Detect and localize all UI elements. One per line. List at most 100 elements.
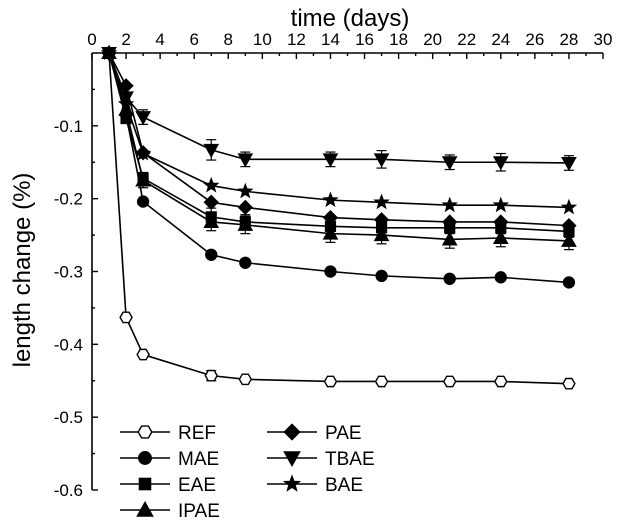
data-point-mae <box>443 272 456 285</box>
x-tick-label: 14 <box>321 30 340 49</box>
legend-label: MAE <box>178 449 219 470</box>
data-point-pae <box>237 199 253 216</box>
legend-item-bae: BAE <box>267 474 363 496</box>
data-point-tbae <box>492 156 509 171</box>
series-mae <box>102 46 576 289</box>
data-point-mae <box>205 248 218 261</box>
x-tick-label: 26 <box>525 30 544 49</box>
data-point-ipae <box>322 225 339 240</box>
legend-label: EAE <box>178 475 216 496</box>
data-point-bae <box>492 196 510 213</box>
legend-marker-bae <box>282 474 302 492</box>
data-point-ipae <box>237 216 254 231</box>
data-point-ref <box>238 373 253 386</box>
series-bae <box>100 44 578 215</box>
y-axis-title: length change (%) <box>9 173 36 368</box>
x-tick-label: 28 <box>559 30 578 49</box>
legend-label: REF <box>178 423 216 444</box>
data-point-mae <box>239 256 252 269</box>
data-point-bae <box>100 44 118 61</box>
data-point-ipae <box>492 229 509 245</box>
data-point-ref <box>374 375 389 388</box>
data-point-tbae <box>135 111 151 126</box>
series-line-mae <box>108 52 569 284</box>
data-point-mae <box>562 276 576 289</box>
y-tick-label: -0.2 <box>54 190 83 209</box>
legend-item-pae: PAE <box>267 423 362 444</box>
data-point-pae <box>493 214 509 230</box>
legend-marker-pae <box>283 423 301 441</box>
data-point-ref <box>323 375 338 388</box>
data-point-bae <box>322 191 339 208</box>
data-point-bae <box>134 144 152 161</box>
data-point-bae <box>237 182 254 199</box>
data-point-ref <box>119 311 133 324</box>
data-point-pae <box>322 209 339 226</box>
data-point-ipae <box>561 232 577 247</box>
data-point-bae <box>117 95 135 111</box>
data-point-mae <box>324 265 337 278</box>
data-point-mae <box>136 195 150 208</box>
y-tick-label: -0.4 <box>54 335 83 354</box>
legend-marker-ref <box>137 425 153 439</box>
legend-item-tbae: TBAE <box>267 449 375 470</box>
data-point-bae <box>441 196 458 213</box>
data-point-bae <box>560 198 578 215</box>
y-tick-label: -0.6 <box>54 481 83 500</box>
series-line-tbae <box>108 52 569 164</box>
data-point-ref <box>136 348 150 361</box>
y-tick-label: -0.3 <box>54 263 83 282</box>
data-point-ipae <box>203 213 220 228</box>
legend-label: TBAE <box>325 449 375 470</box>
x-tick-label: 20 <box>423 30 442 49</box>
x-tick-label: 2 <box>121 30 130 49</box>
legend-label: IPAE <box>178 501 220 522</box>
legend: REF MAE EAE IPAE PAE TBAE BAE <box>120 423 375 522</box>
x-tick-label: 24 <box>491 30 510 49</box>
data-point-pae <box>373 212 390 228</box>
series-line-pae <box>108 52 569 227</box>
data-point-tbae <box>373 153 390 168</box>
y-tick-label: -0.5 <box>54 408 83 427</box>
data-point-tbae <box>203 143 220 158</box>
data-point-bae <box>203 176 220 193</box>
legend-marker-tbae <box>283 451 301 468</box>
x-tick-label: 10 <box>253 30 272 49</box>
legend-marker-ipae <box>136 500 154 517</box>
data-point-pae <box>442 214 458 230</box>
data-point-mae <box>375 269 388 283</box>
data-point-ref <box>494 375 508 388</box>
data-point-ipae <box>135 172 151 187</box>
data-point-ref <box>204 369 218 382</box>
data-point-ref <box>442 375 457 388</box>
legend-label: PAE <box>325 423 362 444</box>
legend-marker-mae <box>138 451 152 465</box>
x-tick-label: 0 <box>87 30 96 49</box>
data-point-tbae <box>322 153 339 168</box>
y-tick-label: -0.1 <box>54 117 83 136</box>
legend-marker-eae <box>138 477 152 491</box>
legend-item-ref: REF <box>120 423 216 444</box>
x-tick-label: 22 <box>457 30 476 49</box>
x-tick-label: 16 <box>355 30 374 49</box>
x-tick-label: 12 <box>287 30 306 49</box>
legend-label: BAE <box>325 475 363 496</box>
legend-item-eae: EAE <box>120 475 216 496</box>
series-ref <box>102 47 576 390</box>
series-line-ipae <box>108 52 569 242</box>
series-tbae <box>101 46 577 172</box>
x-axis-title: time (days) <box>291 5 410 32</box>
data-point-tbae <box>561 156 577 172</box>
x-tick-label: 30 <box>594 30 613 49</box>
data-point-pae <box>203 194 219 210</box>
x-tick-label: 6 <box>189 30 198 49</box>
data-point-pae <box>561 217 577 234</box>
series-layer <box>100 44 578 390</box>
series-line-ref <box>108 52 569 385</box>
data-point-mae <box>494 271 507 284</box>
legend-item-ipae: IPAE <box>120 500 220 522</box>
series-line-bae <box>108 52 569 209</box>
data-point-tbae <box>441 156 458 171</box>
